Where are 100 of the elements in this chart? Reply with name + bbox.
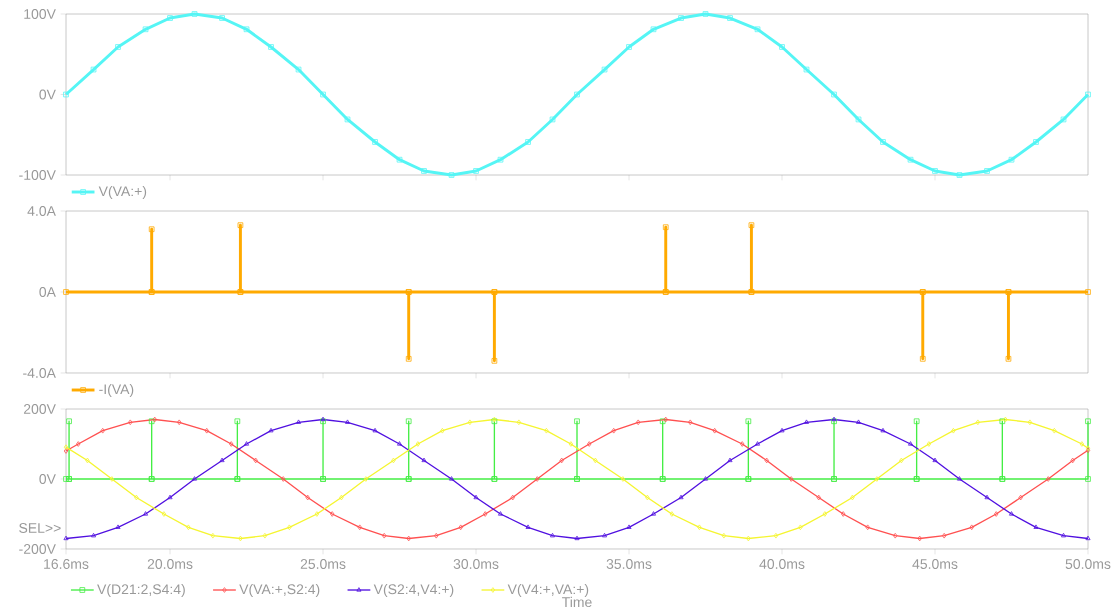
point: [688, 419, 693, 426]
point: [115, 524, 121, 529]
point: [669, 511, 675, 517]
point: [357, 524, 362, 531]
y-tick-label: 100V: [24, 9, 56, 19]
point: [798, 524, 803, 531]
point: [85, 457, 90, 464]
point: [397, 441, 403, 446]
legend-label: V(VA:+,S2:4): [239, 583, 320, 597]
point: [650, 26, 657, 33]
point: [932, 168, 938, 174]
point: [899, 457, 904, 464]
point: [161, 511, 167, 517]
point: [703, 476, 708, 481]
x-tick-label: 16.6ms: [44, 559, 89, 569]
point: [268, 427, 274, 433]
point: [663, 416, 668, 423]
point: [1033, 139, 1039, 145]
point: [458, 524, 463, 531]
x-tick-label: 25.0ms: [300, 559, 346, 569]
y-tick-label: 4.0A: [27, 206, 56, 216]
point: [382, 532, 387, 539]
point: [238, 535, 243, 542]
point: [396, 156, 403, 163]
y-tick-label: -4.0A: [23, 368, 56, 378]
point: [1052, 427, 1057, 434]
point: [296, 419, 302, 424]
point: [497, 156, 504, 163]
point: [721, 532, 727, 539]
point: [941, 532, 947, 539]
point: [219, 15, 225, 21]
point: [440, 427, 445, 434]
point: [712, 427, 717, 434]
point: [651, 511, 656, 516]
point: [204, 427, 209, 434]
point: [186, 524, 191, 531]
point: [544, 427, 549, 434]
point: [601, 66, 608, 73]
point: [434, 532, 439, 539]
point: [167, 15, 173, 21]
legend-label: V(D21:2,S4:4): [97, 583, 185, 597]
point: [483, 511, 488, 517]
point: [128, 419, 133, 426]
point: [999, 418, 1006, 425]
y-tick-label: 0A: [39, 287, 56, 297]
point: [550, 532, 555, 538]
point: [192, 476, 197, 481]
point: [243, 26, 250, 33]
point: [764, 457, 769, 464]
point: [498, 511, 503, 516]
point: [63, 91, 69, 98]
point: [491, 358, 498, 364]
point: [363, 476, 369, 482]
point: [984, 494, 990, 500]
point: [1033, 524, 1039, 529]
point: [76, 441, 81, 447]
point: [969, 524, 974, 531]
point: [831, 91, 837, 98]
point: [804, 419, 809, 424]
point: [1018, 494, 1023, 501]
point: [305, 494, 310, 501]
point: [148, 418, 155, 425]
point: [510, 494, 515, 501]
point: [602, 532, 608, 538]
point: [745, 418, 752, 425]
x-tick-label: 35.0ms: [606, 559, 652, 569]
point: [177, 419, 182, 426]
point: [697, 524, 702, 531]
point: [748, 222, 755, 228]
legend-label: -I(VA): [99, 383, 134, 397]
point: [740, 441, 745, 447]
point: [773, 532, 779, 539]
point: [926, 441, 932, 447]
point: [525, 524, 531, 529]
x-tick-label: 40.0ms: [759, 559, 805, 569]
y-tick-label: 0V: [39, 89, 56, 100]
point: [90, 66, 97, 73]
point: [143, 511, 149, 516]
point: [874, 476, 880, 482]
point: [755, 441, 761, 446]
point: [1046, 476, 1051, 482]
line-series: [63, 11, 1091, 178]
point: [593, 457, 598, 464]
point: [449, 476, 455, 481]
point: [473, 168, 479, 174]
point: [1070, 457, 1075, 464]
legend-label: V(V4:+,VA:+): [507, 583, 589, 597]
point: [919, 356, 926, 362]
point: [372, 139, 378, 145]
point: [822, 511, 828, 517]
point: [253, 457, 258, 464]
point: [66, 418, 72, 425]
point: [1005, 356, 1012, 362]
point: [473, 494, 479, 500]
point: [816, 494, 821, 501]
point: [345, 419, 350, 424]
point: [109, 476, 115, 482]
point: [1061, 532, 1066, 538]
point: [678, 494, 684, 500]
point: [320, 91, 326, 98]
